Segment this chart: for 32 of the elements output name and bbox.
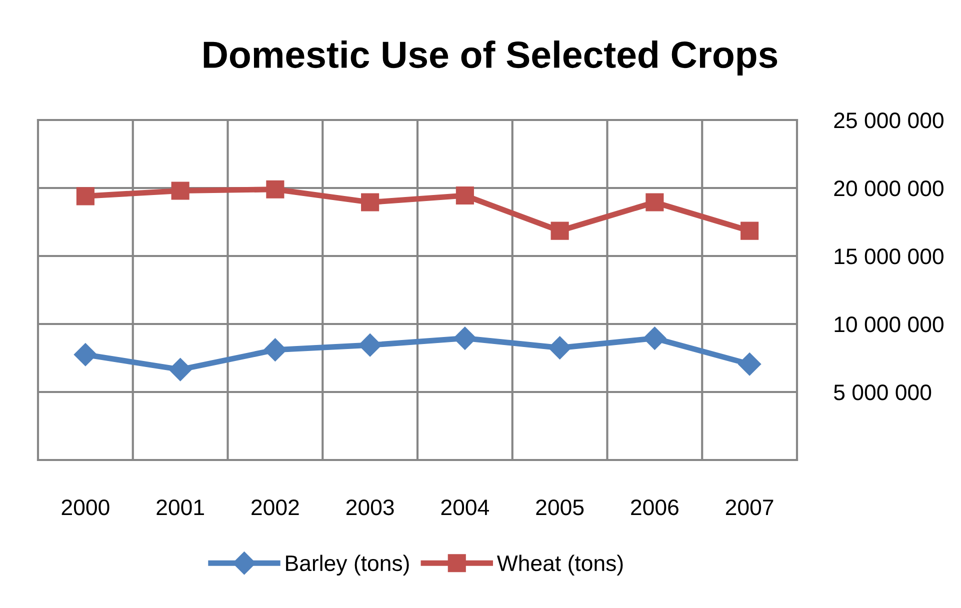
y-tick-label: 25 000 000 (834, 112, 944, 128)
point (76, 187, 94, 206)
x-tick-label: 2005 (536, 499, 584, 516)
point (453, 326, 476, 350)
point (456, 186, 474, 205)
x-tick-label: 2006 (631, 499, 678, 516)
x-tick-label: 2000 (62, 499, 110, 516)
y-tick-label: 5 000 000 (834, 384, 932, 400)
point (548, 336, 572, 360)
legend-label: Barley (tons) (286, 554, 409, 576)
point (168, 358, 192, 382)
point (264, 338, 287, 362)
x-tick-label: 2004 (441, 499, 490, 516)
point (740, 222, 759, 240)
point (266, 180, 284, 198)
x-tick-label: 2002 (252, 499, 299, 516)
point (646, 193, 664, 212)
point (171, 182, 190, 200)
point (643, 326, 666, 350)
point (738, 352, 762, 376)
legend-label: Wheat (tons) (496, 554, 623, 576)
point (74, 343, 97, 366)
point (361, 193, 380, 212)
y-tick-label: 15 000 000 (834, 248, 944, 264)
point (550, 222, 569, 240)
x-tick-label: 2007 (726, 499, 774, 516)
y-tick-label: 10 000 000 (834, 316, 944, 332)
x-tick-label: 2003 (346, 499, 394, 516)
x-tick-label: 2001 (156, 499, 204, 516)
y-tick-label: 20 000 000 (834, 180, 944, 196)
point (358, 334, 382, 357)
chart-title: Domestic Use of Selected Crops (204, 40, 778, 76)
